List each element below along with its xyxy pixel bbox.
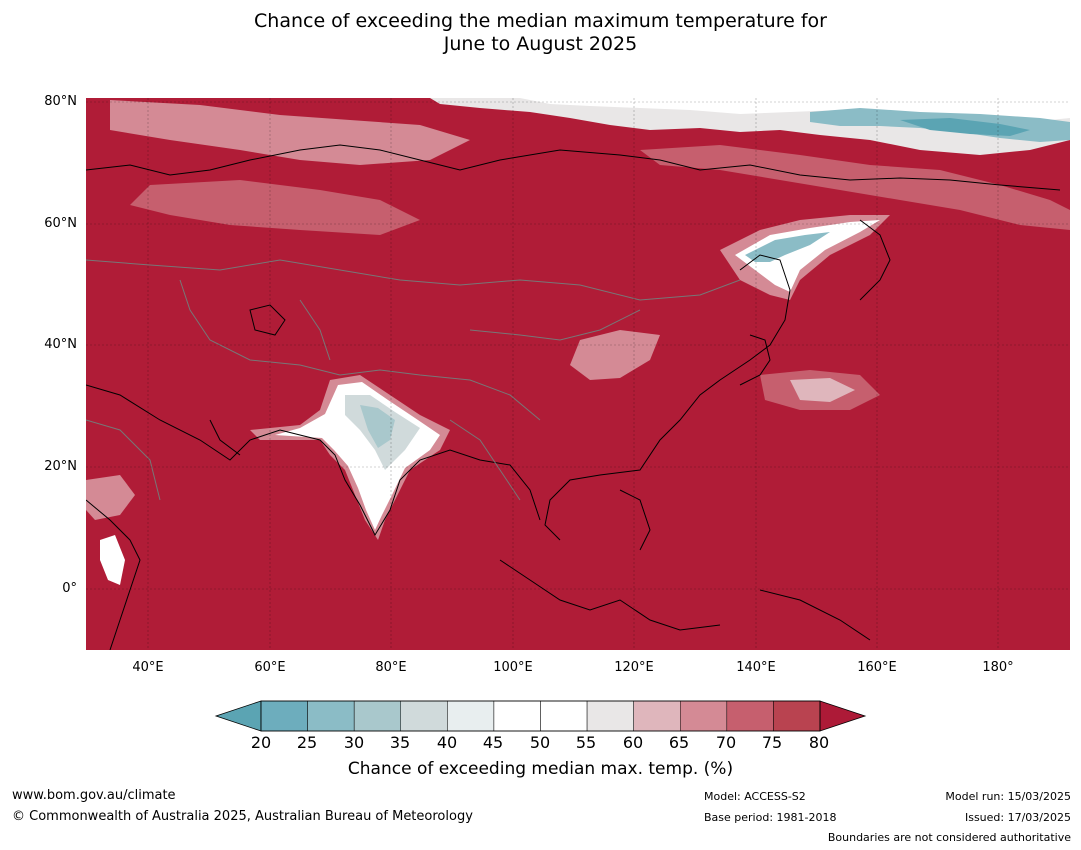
lon-label-160e: 160°E <box>857 660 897 675</box>
arctic-white-region <box>520 98 1070 122</box>
colorbar-tick: 75 <box>761 733 783 752</box>
colorbar-segment <box>493 700 541 732</box>
africa-pink-region <box>86 475 135 520</box>
lon-label-60e: 60°E <box>254 660 286 675</box>
colorbar-title: Chance of exceeding median max. temp. (%… <box>347 759 734 779</box>
country-borders <box>86 259 741 501</box>
disclaimer-text: Boundaries are not considered authoritat… <box>827 831 1071 844</box>
lon-label-100e: 100°E <box>493 660 533 675</box>
colorbar-tick: 30 <box>343 733 365 752</box>
lat-label-20n: 20°N <box>44 459 77 474</box>
colorbar-outline <box>260 700 821 732</box>
colorbar-tick: 35 <box>389 733 411 752</box>
india-blue-region <box>360 405 395 448</box>
colorbar-tick: 50 <box>529 733 551 752</box>
colorbar-segment <box>260 700 308 732</box>
colorbar-segment <box>353 700 401 732</box>
china-pink-region <box>570 330 660 380</box>
coastlines <box>86 144 1061 650</box>
lat-label-60n: 60°N <box>44 216 77 231</box>
colorbar-high-arrow <box>819 700 867 732</box>
colorbar-tick: 60 <box>622 733 644 752</box>
colorbar-segment <box>447 700 495 732</box>
title-line-1: Chance of exceeding the median maximum t… <box>254 10 827 32</box>
title-line-2: June to August 2025 <box>443 33 638 55</box>
website-link[interactable]: www.bom.gov.au/climate <box>12 788 176 803</box>
colorbar-segment <box>773 700 821 732</box>
lon-label-80e: 80°E <box>375 660 407 675</box>
base-period-text: Base period: 1981-2018 <box>704 811 837 824</box>
colorbar-tick: 80 <box>808 733 830 752</box>
model-text: Model: ACCESS-S2 <box>704 790 806 803</box>
siberia-east-pink-region <box>640 145 1070 230</box>
colorbar-segment <box>726 700 774 732</box>
lon-label-120e: 120°E <box>614 660 654 675</box>
lon-label-140e: 140°E <box>736 660 776 675</box>
colorbar-tick: 40 <box>436 733 458 752</box>
lat-label-0: 0° <box>62 581 77 596</box>
colorbar-tick: 45 <box>482 733 504 752</box>
colorbar-tick: 65 <box>668 733 690 752</box>
colorbar-segment <box>400 700 448 732</box>
copyright-text: © Commonwealth of Australia 2025, Austra… <box>12 809 473 824</box>
colorbar-segment <box>586 700 634 732</box>
model-run-text: Model run: 15/03/2025 <box>945 790 1071 803</box>
colorbar <box>214 700 867 732</box>
lat-label-40n: 40°N <box>44 337 77 352</box>
colorbar-tick: 20 <box>250 733 272 752</box>
colorbar-tick: 25 <box>296 733 318 752</box>
colorbar-tick: 55 <box>575 733 597 752</box>
colorbar-segment <box>633 700 681 732</box>
siberia-pink-region <box>130 180 420 235</box>
chart-title: Chance of exceeding the median maximum t… <box>0 10 1081 56</box>
arctic-deep-blue-region <box>900 118 1030 136</box>
pacific-pink-small <box>790 378 855 402</box>
arctic-pink-region <box>110 100 470 165</box>
okhotsk-blue-region <box>745 232 830 262</box>
issued-text: Issued: 17/03/2025 <box>964 811 1071 824</box>
lon-label-180: 180° <box>982 660 1014 675</box>
colorbar-segment <box>540 700 588 732</box>
graticule <box>86 98 1070 650</box>
map-area <box>86 98 1070 650</box>
colorbar-segment <box>307 700 355 732</box>
okhotsk-white-region <box>735 220 880 292</box>
colorbar-segment <box>680 700 728 732</box>
lon-label-40e: 40°E <box>132 660 164 675</box>
lat-label-80n: 80°N <box>44 94 77 109</box>
colorbar-low-arrow <box>214 700 262 732</box>
east-africa-white-region <box>100 535 125 585</box>
colorbar-tick: 70 <box>715 733 737 752</box>
